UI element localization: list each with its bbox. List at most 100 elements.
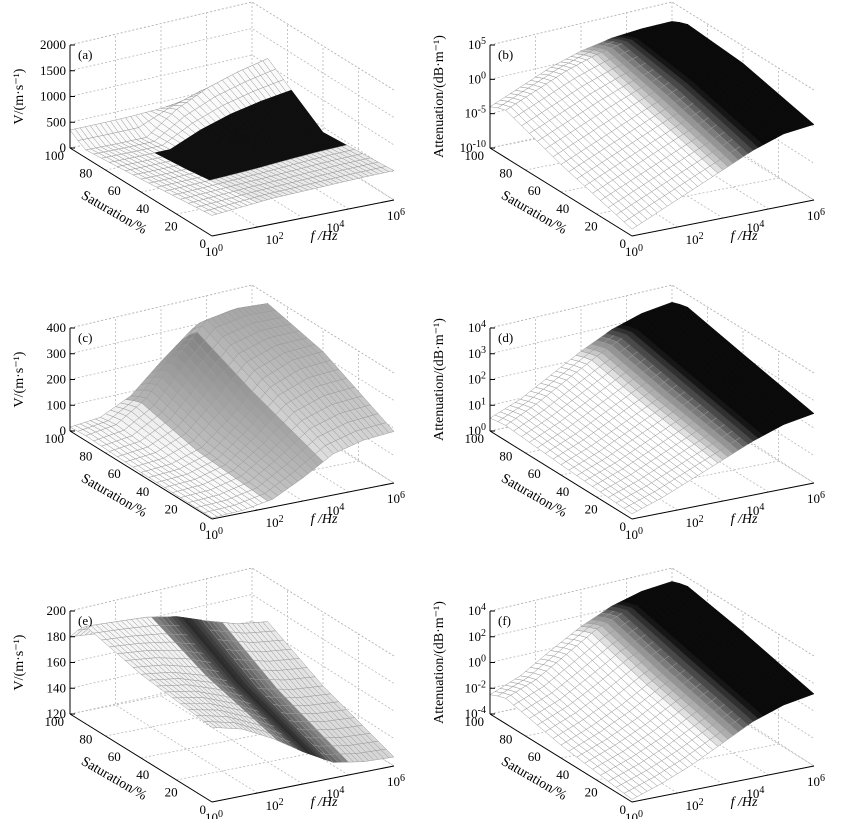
z-tick-label: 100 xyxy=(468,653,486,670)
z-tick-label: 104 xyxy=(468,319,486,336)
surface-cell xyxy=(380,166,395,172)
frequency-axis xyxy=(631,199,815,237)
saturation-tick-label: 40 xyxy=(136,767,149,782)
saturation-tick-label: 60 xyxy=(528,749,541,764)
saturation-tick-label: 20 xyxy=(585,218,598,233)
z-tick-label: 10-10 xyxy=(460,139,486,156)
saturation-tick-label: 60 xyxy=(108,466,121,481)
panel-d: 100101102103104020406080100100102104106A… xyxy=(432,284,825,543)
saturation-tick-label: 100 xyxy=(465,714,485,729)
frequency-axis-label: f /Hz xyxy=(311,229,338,244)
saturation-tick-label: 20 xyxy=(165,784,178,799)
frequency-tick-label: 106 xyxy=(387,773,405,790)
panel-b: 10-10 10-5 100 105 0 20 40 60 80 100 100 102 104 106 A… xyxy=(432,1,825,259)
panel-label: (d) xyxy=(498,330,513,345)
frequency-tick-label: 100 xyxy=(205,526,223,543)
floor-gridline xyxy=(140,721,324,759)
frequency-axis-label: f /Hz xyxy=(731,795,758,810)
saturation-tick-label: 20 xyxy=(165,218,178,233)
z-tick-label: 400 xyxy=(47,320,67,335)
surface-cell xyxy=(800,686,815,697)
saturation-tick-label: 60 xyxy=(528,466,541,481)
z-tick-label: 180 xyxy=(47,629,67,644)
frequency-axis-label: f /Hz xyxy=(731,512,758,527)
saturation-tick-label: 40 xyxy=(136,484,149,499)
panel-label: (c) xyxy=(78,330,92,345)
z-tick-label: 104 xyxy=(468,602,486,619)
frequency-tick-label: 104 xyxy=(326,219,344,236)
frequency-axis xyxy=(211,765,395,803)
frequency-tick-label: 102 xyxy=(266,231,284,248)
saturation-tick-label: 0 xyxy=(200,236,207,251)
frequency-tick-label: 100 xyxy=(205,243,223,260)
z-axis-label: Attenuation/(dB·m⁻¹) xyxy=(432,318,447,441)
frequency-tick-label: 102 xyxy=(686,797,704,814)
frequency-axis xyxy=(211,482,395,520)
z-tick-label: 1000 xyxy=(40,89,66,104)
surface xyxy=(489,581,815,800)
saturation-tick-label: 100 xyxy=(45,148,65,163)
saturation-tick-label: 0 xyxy=(620,802,627,817)
z-axis-label: Attenuation/(dB·m⁻¹) xyxy=(432,35,447,158)
saturation-tick-label: 80 xyxy=(499,449,512,464)
frequency-tick-label: 102 xyxy=(266,797,284,814)
frequency-tick-label: 104 xyxy=(746,502,764,519)
z-axis-label: V/(m·s⁻¹) xyxy=(12,634,27,690)
surface-cell xyxy=(800,117,815,127)
panel-label: (f) xyxy=(498,613,511,628)
z-tick-label: 200 xyxy=(47,372,67,387)
saturation-axis xyxy=(69,713,213,803)
frequency-tick-label: 106 xyxy=(807,207,825,224)
frequency-tick-label: 106 xyxy=(807,490,825,507)
floor-gridline xyxy=(69,677,253,715)
z-axis-label: V/(m·s⁻¹) xyxy=(12,351,27,407)
saturation-axis xyxy=(69,147,213,237)
z-tick-label: 100 xyxy=(47,397,67,412)
saturation-tick-label: 0 xyxy=(200,802,207,817)
saturation-tick-label: 80 xyxy=(499,166,512,181)
z-tick-label: 100 xyxy=(468,70,486,87)
frequency-tick-label: 100 xyxy=(625,809,643,819)
surface xyxy=(69,616,395,763)
saturation-tick-label: 0 xyxy=(620,236,627,251)
surface xyxy=(489,302,815,515)
saturation-axis xyxy=(489,147,633,237)
surface xyxy=(69,58,395,216)
frequency-tick-label: 104 xyxy=(746,219,764,236)
panel-label: (b) xyxy=(498,47,513,62)
z-tick-label: 100 xyxy=(468,422,486,439)
frequency-axis-label: f /Hz xyxy=(311,512,338,527)
z-axis-label: Attenuation/(dB·m⁻¹) xyxy=(432,601,447,724)
surface xyxy=(69,303,395,518)
panel-label: (a) xyxy=(78,47,92,62)
saturation-tick-label: 20 xyxy=(585,784,598,799)
z-tick-label: 300 xyxy=(47,346,67,361)
frequency-tick-label: 104 xyxy=(746,785,764,802)
z-tick-label: 500 xyxy=(47,114,67,129)
z-tick-label: 101 xyxy=(468,396,486,413)
saturation-tick-label: 80 xyxy=(499,732,512,747)
saturation-tick-label: 100 xyxy=(45,431,65,446)
saturation-tick-label: 0 xyxy=(200,519,207,534)
saturation-tick-label: 0 xyxy=(620,519,627,534)
z-tick-label: 140 xyxy=(47,680,67,695)
z-tick-label: 10-2 xyxy=(465,679,486,696)
saturation-tick-label: 80 xyxy=(79,449,92,464)
frequency-tick-label: 100 xyxy=(625,526,643,543)
z-tick-label: 0 xyxy=(60,140,67,155)
saturation-tick-label: 60 xyxy=(108,183,121,198)
saturation-axis xyxy=(489,713,633,803)
saturation-tick-label: 60 xyxy=(528,183,541,198)
saturation-tick-label: 80 xyxy=(79,732,92,747)
saturation-tick-label: 20 xyxy=(585,501,598,516)
frequency-tick-label: 100 xyxy=(205,809,223,819)
saturation-tick-label: 80 xyxy=(79,166,92,181)
frequency-tick-label: 104 xyxy=(326,502,344,519)
z-tick-label: 103 xyxy=(468,344,486,361)
surface-cell xyxy=(380,748,395,759)
z-tick-label: 102 xyxy=(468,627,486,644)
z-tick-label: 0 xyxy=(60,423,67,438)
z-tick-label: 1500 xyxy=(40,63,66,78)
saturation-tick-label: 100 xyxy=(465,431,485,446)
